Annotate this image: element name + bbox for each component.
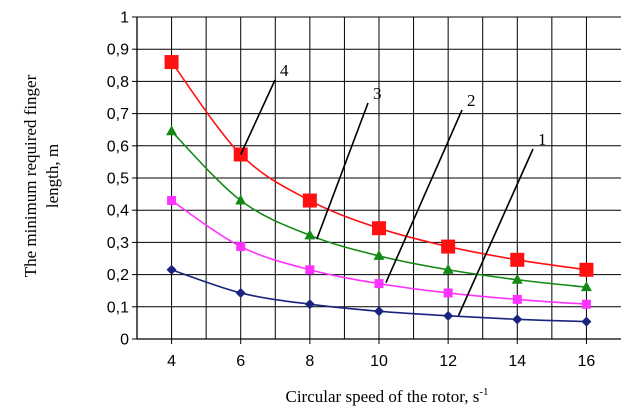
y-tick-label: 0,6 bbox=[107, 138, 129, 155]
axes bbox=[132, 16, 621, 344]
callout-label-curve-1: 1 bbox=[538, 130, 547, 149]
y-tick-label: 0 bbox=[120, 332, 129, 349]
data-point-series-1 bbox=[581, 316, 592, 327]
data-point-series-3 bbox=[580, 281, 592, 292]
x-tick-label: 12 bbox=[439, 353, 457, 370]
data-point-series-2 bbox=[167, 196, 177, 206]
x-axis-title: Circular speed of the rotor, s-1 bbox=[286, 386, 489, 406]
data-point-series-1 bbox=[166, 264, 177, 275]
y-tick-label: 0,3 bbox=[107, 235, 129, 252]
callout-line-curve-3 bbox=[316, 102, 369, 240]
y-tick-label: 1 bbox=[120, 10, 129, 27]
data-point-series-4 bbox=[510, 252, 525, 267]
data-point-series-3 bbox=[304, 229, 316, 240]
y-tick-label: 0,1 bbox=[107, 299, 129, 316]
y-tick-label: 0,8 bbox=[107, 74, 129, 91]
data-point-series-2 bbox=[305, 265, 315, 275]
data-point-series-1 bbox=[235, 287, 246, 298]
data-point-series-2 bbox=[374, 279, 384, 289]
series-markers bbox=[164, 55, 594, 327]
data-point-series-4 bbox=[579, 262, 594, 277]
x-tick-label: 6 bbox=[236, 353, 245, 370]
data-point-series-3 bbox=[373, 249, 385, 260]
y-tick-label: 0,9 bbox=[107, 42, 129, 59]
callout-line-curve-1 bbox=[457, 148, 534, 316]
callout-line-curve-2 bbox=[385, 109, 463, 283]
callout-label-curve-3: 3 bbox=[373, 84, 382, 103]
data-point-series-4 bbox=[372, 221, 386, 236]
x-tick-labels: 4 6 8 10 12 14 16 bbox=[167, 353, 595, 370]
data-point-series-1 bbox=[374, 306, 384, 317]
data-point-series-1 bbox=[304, 299, 315, 310]
data-point-series-2 bbox=[236, 242, 246, 252]
y-tick-label: 0,4 bbox=[107, 203, 129, 220]
y-axis-title-line1: The minimum required finger bbox=[21, 74, 40, 277]
callout-label-curve-4: 4 bbox=[280, 61, 289, 80]
data-point-series-4 bbox=[441, 239, 456, 254]
x-tick-label: 4 bbox=[167, 353, 176, 370]
x-tick-label: 8 bbox=[305, 353, 314, 370]
y-tick-label: 0,7 bbox=[107, 106, 129, 123]
grid bbox=[137, 16, 621, 339]
y-tick-label: 0,5 bbox=[107, 171, 129, 188]
data-point-series-2 bbox=[443, 288, 453, 298]
callout-line-curve-4 bbox=[239, 79, 276, 155]
x-tick-label: 14 bbox=[508, 353, 526, 370]
data-point-series-3 bbox=[442, 263, 454, 274]
callout-label-curve-2: 2 bbox=[467, 91, 476, 110]
data-point-series-1 bbox=[443, 310, 454, 321]
y-axis-title: The minimum required finger length, m bbox=[21, 74, 62, 277]
data-point-series-4 bbox=[164, 55, 179, 70]
y-axis-title-line2: length, m bbox=[43, 144, 62, 208]
y-tick-labels: 0 0,1 0,2 0,3 0,4 0,5 0,6 0,7 0,8 0,9 1 bbox=[107, 10, 129, 349]
y-tick-label: 0,2 bbox=[107, 267, 129, 284]
data-point-series-2 bbox=[512, 294, 522, 304]
data-point-series-4 bbox=[302, 193, 317, 208]
data-point-series-3 bbox=[235, 194, 247, 205]
x-tick-label: 16 bbox=[578, 353, 596, 370]
data-point-series-1 bbox=[512, 314, 523, 325]
x-axis-title-superscript: -1 bbox=[479, 386, 488, 398]
data-point-series-2 bbox=[581, 299, 591, 309]
data-point-series-3 bbox=[511, 273, 523, 284]
curve-callouts: 4 3 2 1 bbox=[239, 61, 547, 316]
data-point-series-3 bbox=[166, 125, 178, 136]
x-tick-label: 10 bbox=[370, 353, 388, 370]
